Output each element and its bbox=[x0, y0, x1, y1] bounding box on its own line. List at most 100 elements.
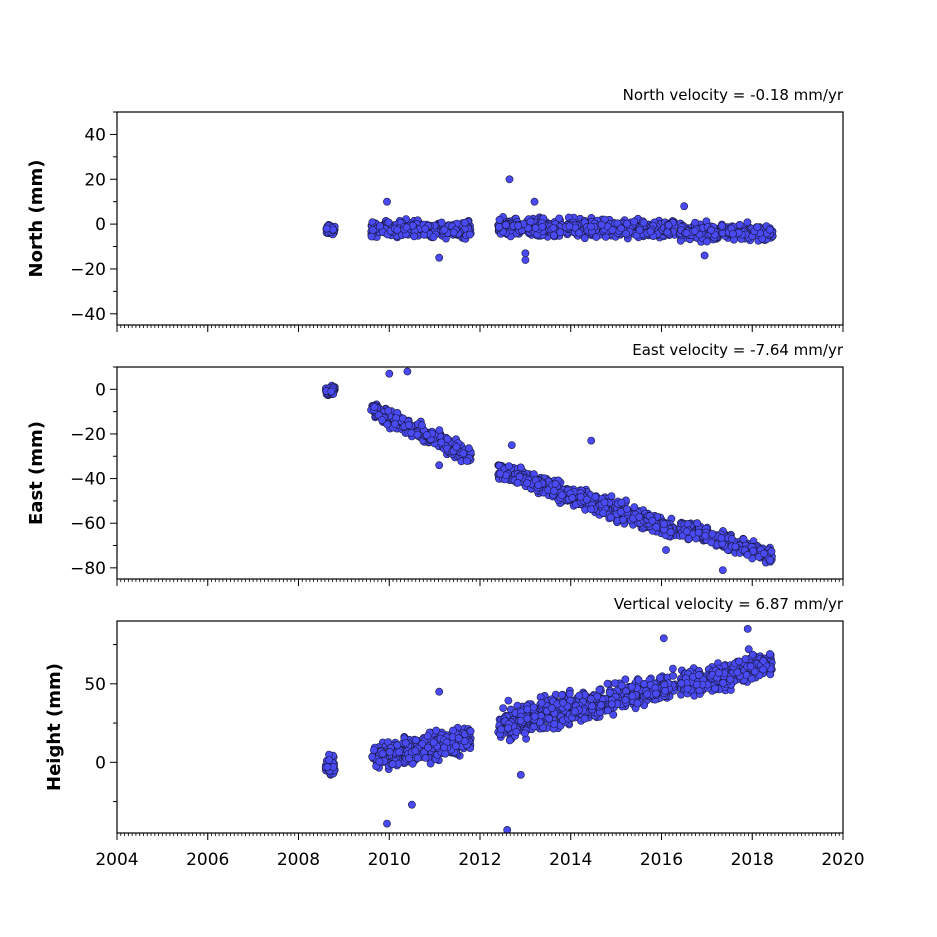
data-point bbox=[633, 699, 642, 708]
data-point bbox=[443, 435, 452, 443]
data-point bbox=[547, 704, 556, 713]
data-point bbox=[605, 688, 614, 697]
data-point bbox=[669, 672, 677, 680]
data-point bbox=[568, 493, 577, 502]
data-point bbox=[395, 748, 403, 756]
y-tick-label: 0 bbox=[95, 753, 106, 773]
data-point bbox=[753, 223, 762, 232]
data-point bbox=[378, 749, 387, 758]
data-point bbox=[607, 492, 616, 500]
data-point bbox=[595, 685, 604, 694]
data-point bbox=[766, 650, 774, 658]
data-point bbox=[385, 748, 394, 756]
data-point bbox=[621, 675, 630, 684]
data-point bbox=[323, 763, 332, 771]
y-tick-label: −60 bbox=[70, 514, 106, 534]
data-point bbox=[449, 228, 458, 237]
data-point bbox=[423, 732, 432, 740]
data-point bbox=[516, 463, 525, 472]
y-axis-label: East (mm) bbox=[26, 421, 47, 525]
data-point bbox=[411, 746, 420, 755]
data-point bbox=[711, 684, 719, 693]
data-point bbox=[766, 556, 775, 565]
data-point bbox=[715, 669, 723, 677]
data-point bbox=[495, 223, 503, 231]
data-point bbox=[505, 175, 514, 184]
data-point bbox=[504, 724, 512, 733]
data-point bbox=[735, 220, 744, 229]
data-point bbox=[437, 218, 446, 227]
data-point bbox=[621, 696, 630, 704]
y-axis-label: Height (mm) bbox=[44, 663, 65, 791]
x-tick-label: 2020 bbox=[821, 850, 864, 870]
data-point bbox=[680, 202, 689, 211]
data-point bbox=[634, 676, 643, 684]
data-point bbox=[635, 226, 644, 234]
x-tick-label: 2006 bbox=[186, 850, 229, 870]
data-point bbox=[534, 481, 543, 489]
data-point bbox=[718, 221, 726, 230]
data-point bbox=[703, 237, 711, 246]
data-point bbox=[393, 226, 402, 234]
data-point bbox=[617, 498, 626, 507]
data-point bbox=[413, 754, 422, 762]
data-point bbox=[587, 694, 595, 703]
data-point bbox=[402, 223, 411, 232]
data-point bbox=[639, 218, 648, 227]
data-point bbox=[440, 743, 449, 752]
data-point bbox=[407, 800, 416, 809]
data-point bbox=[556, 228, 565, 237]
data-point bbox=[597, 220, 606, 229]
data-point bbox=[523, 705, 532, 714]
data-point bbox=[412, 736, 420, 744]
data-point bbox=[571, 707, 579, 716]
data-point bbox=[385, 369, 394, 378]
data-point bbox=[575, 691, 584, 700]
data-point bbox=[514, 221, 523, 230]
data-point bbox=[516, 771, 525, 779]
x-tick-label: 2016 bbox=[640, 850, 683, 870]
data-point bbox=[587, 436, 596, 445]
x-tick-label: 2010 bbox=[368, 850, 411, 870]
data-point bbox=[558, 691, 566, 699]
data-point bbox=[531, 223, 540, 232]
data-point bbox=[462, 457, 471, 465]
data-point bbox=[701, 531, 710, 540]
data-point bbox=[611, 679, 619, 687]
panel-1: −80 −60 −40 −20 0 East velocity = -7.64 mm/yr… bbox=[26, 341, 844, 586]
data-point bbox=[661, 686, 670, 695]
data-point bbox=[749, 547, 758, 555]
data-point bbox=[405, 754, 413, 763]
data-point bbox=[719, 679, 727, 687]
x-tick-label: 2018 bbox=[731, 850, 774, 870]
data-point bbox=[449, 726, 457, 735]
data-point bbox=[662, 546, 670, 554]
data-point bbox=[586, 222, 595, 231]
data-point bbox=[424, 743, 432, 752]
data-point bbox=[403, 367, 412, 376]
data-point bbox=[503, 826, 512, 833]
data-point bbox=[630, 503, 639, 511]
data-point bbox=[329, 225, 337, 234]
data-point bbox=[717, 534, 726, 542]
data-point bbox=[499, 704, 507, 712]
y-tick-label: −80 bbox=[70, 559, 106, 579]
data-point bbox=[549, 224, 558, 232]
data-point bbox=[451, 742, 460, 750]
data-point bbox=[435, 253, 444, 262]
data-point bbox=[538, 222, 547, 231]
data-point bbox=[682, 527, 691, 536]
data-point bbox=[526, 217, 535, 226]
data-point bbox=[401, 739, 410, 747]
data-point bbox=[459, 449, 468, 458]
plot-frame bbox=[116, 111, 844, 326]
data-point bbox=[497, 725, 506, 734]
data-point bbox=[367, 232, 376, 241]
data-point bbox=[369, 746, 378, 754]
data-point bbox=[537, 699, 546, 707]
data-point bbox=[664, 221, 673, 230]
data-point bbox=[708, 530, 717, 538]
data-point bbox=[435, 687, 444, 696]
data-point bbox=[588, 702, 596, 710]
